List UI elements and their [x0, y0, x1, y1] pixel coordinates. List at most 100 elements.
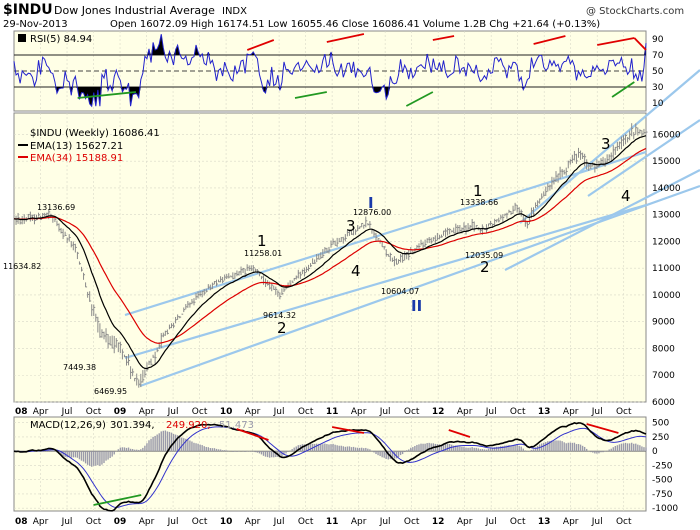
price-x-tick: 10	[220, 407, 233, 417]
wave-label: II	[411, 297, 422, 315]
price-y-tick: 7000	[652, 371, 675, 381]
price-x-tick: Apr	[33, 407, 49, 417]
price-x-tick: Oct	[510, 407, 526, 417]
rsi-legend: RSI(5) 84.94	[18, 34, 92, 45]
price-y-tick: 9000	[652, 318, 675, 328]
macd-y-tick: -500	[652, 476, 673, 486]
price-annotation: 7449.38	[63, 363, 96, 372]
rsi-bearish-divergence	[633, 37, 647, 51]
price-x-tick: Jul	[591, 407, 603, 417]
price-x-tick: Oct	[616, 407, 632, 417]
ohlc-line: Open 16072.09 High 16174.51 Low 16055.46…	[110, 19, 600, 30]
macd-legend: MACD(12,26,9) 301.394, 249.920, 51.473	[30, 420, 254, 431]
price-x-tick: Oct	[86, 407, 102, 417]
price-x-tick: Jul	[379, 407, 391, 417]
price-x-tick: Oct	[192, 407, 208, 417]
wave-label: 1	[473, 182, 483, 200]
price-x-tick: Jul	[485, 407, 497, 417]
macd-y-tick: -250	[652, 461, 673, 471]
price-x-tick: Apr	[351, 407, 367, 417]
macd-bullish-divergence	[93, 494, 142, 506]
macd-x-tick: Jul	[273, 517, 285, 527]
chart-name: Dow Jones Industrial Average	[54, 4, 215, 17]
chart-date: 29-Nov-2013	[3, 19, 68, 30]
price-annotation: 13338.66	[460, 198, 498, 207]
rsi-y-tick: 50	[652, 67, 664, 77]
price-x-tick: 11	[326, 407, 339, 417]
rsi-y-tick: 90	[652, 35, 664, 45]
rsi-y-tick: 10	[652, 99, 664, 109]
price-y-tick: 10000	[652, 291, 681, 301]
macd-legend-v1: 301.394,	[110, 420, 155, 431]
wave-label: 4	[621, 187, 631, 205]
wave-label: 3	[601, 135, 611, 153]
trend-channel-line	[519, 69, 700, 224]
macd-y-tick: 0	[652, 447, 658, 457]
price-x-tick: 08	[15, 407, 28, 417]
ema13-legend-label: EMA(13) 15627.21	[30, 141, 123, 152]
wave-label: 4	[351, 262, 361, 280]
macd-bearish-divergence	[448, 429, 471, 438]
rsi-bearish-divergence	[246, 39, 275, 51]
price-x-tick: Jul	[61, 407, 73, 417]
price-y-tick: 8000	[652, 344, 675, 354]
ema34-line	[13, 147, 647, 344]
axis-labels: 9070503010160001500014000130001200011000…	[15, 35, 681, 527]
price-x-tick: Jul	[167, 407, 179, 417]
price-y-tick: 12000	[652, 237, 681, 247]
rsi-bearish-divergence	[432, 35, 455, 41]
price-annotation: 11634.82	[3, 262, 41, 271]
rsi-bearish-divergence	[326, 33, 365, 43]
rsi-line	[13, 34, 647, 108]
price-y-tick: 16000	[652, 130, 681, 140]
macd-bearish-divergence	[586, 423, 619, 434]
macd-bearish-divergence	[236, 428, 269, 441]
price-annotation: 9614.32	[263, 311, 296, 320]
macd-x-tick: Apr	[245, 517, 261, 527]
macd-legend-v3: 51.473	[219, 420, 254, 431]
macd-x-tick: Oct	[404, 517, 420, 527]
rsi-bullish-divergence	[611, 81, 635, 98]
rsi-y-tick: 70	[652, 51, 664, 61]
price-x-tick: Apr	[245, 407, 261, 417]
macd-x-tick: 13	[538, 517, 551, 527]
macd-x-tick: Apr	[351, 517, 367, 527]
trend-channel-line	[124, 203, 647, 360]
price-x-tick: Apr	[563, 407, 579, 417]
rsi-bullish-divergence	[294, 91, 327, 99]
price-x-tick: Apr	[457, 407, 473, 417]
macd-bearish-divergence	[331, 426, 365, 434]
chart-exchange: INDX	[222, 6, 247, 17]
macd-x-tick: Jul	[485, 517, 497, 527]
trend-channel-line	[124, 150, 647, 317]
price-annotation: 6469.95	[94, 387, 127, 396]
macd-x-tick: Apr	[139, 517, 155, 527]
rsi-layer	[13, 33, 647, 108]
macd-x-tick: Oct	[298, 517, 314, 527]
macd-x-tick: Oct	[86, 517, 102, 527]
macd-y-tick: 250	[652, 433, 669, 443]
macd-x-tick: Apr	[563, 517, 579, 527]
rsi-bearish-divergence	[597, 37, 635, 46]
macd-legend-v2: 249.920,	[166, 420, 211, 431]
macd-y-tick: -1000	[652, 504, 678, 514]
price-annotation: 11258.01	[244, 249, 282, 258]
macd-x-tick: 11	[326, 517, 339, 527]
macd-x-tick: 09	[114, 517, 127, 527]
price-x-tick: 13	[538, 407, 551, 417]
trend-channel-line	[504, 169, 700, 271]
price-annotation: 12035.09	[465, 251, 503, 260]
price-annotation: 13136.69	[37, 203, 75, 212]
price-y-tick: 15000	[652, 157, 681, 167]
rsi-bullish-divergence	[405, 91, 434, 107]
price-legend: $INDU (Weekly) 16086.41 EMA(13) 15627.21…	[18, 128, 160, 164]
price-x-tick: Apr	[139, 407, 155, 417]
macd-y-tick: 500	[652, 419, 669, 429]
price-x-tick: Jul	[273, 407, 285, 417]
macd-x-tick: 12	[432, 517, 445, 527]
macd-line	[13, 422, 647, 512]
price-y-tick: 13000	[652, 211, 681, 221]
rsi-bearish-divergence	[533, 35, 566, 45]
macd-panel	[13, 416, 647, 512]
